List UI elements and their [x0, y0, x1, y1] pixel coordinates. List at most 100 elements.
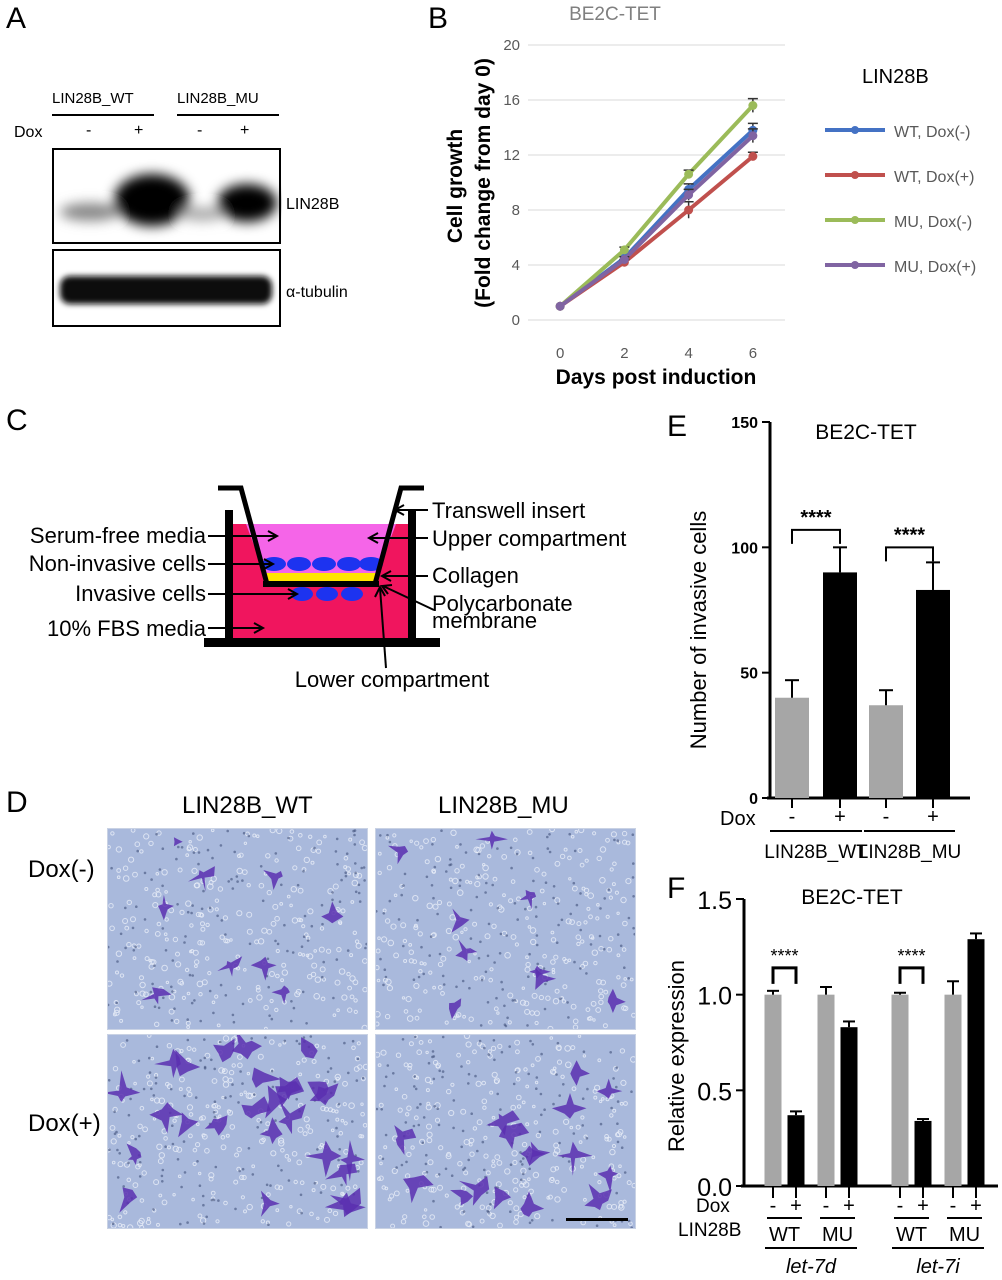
- membrane-pore: [341, 994, 348, 1001]
- membrane-pore: [259, 1138, 265, 1145]
- legend-entry: WT, Dox(-): [894, 124, 970, 141]
- stained-cell: [455, 939, 478, 962]
- membrane-dot: [153, 964, 156, 967]
- membrane-pore: [351, 879, 359, 887]
- membrane-dot: [345, 852, 349, 855]
- y-tick-label: 20: [503, 37, 520, 54]
- membrane-dot: [226, 829, 229, 833]
- membrane-dot: [301, 990, 305, 994]
- membrane-dot: [161, 1180, 164, 1183]
- membrane-dot: [559, 997, 562, 1000]
- membrane-dot: [487, 1053, 491, 1056]
- membrane-pore: [211, 1000, 216, 1005]
- membrane-pore: [314, 976, 322, 983]
- membrane-pore: [223, 938, 229, 944]
- membrane-pore: [568, 877, 572, 881]
- membrane-pore: [593, 1095, 598, 1100]
- membrane-pore: [424, 1076, 432, 1084]
- membrane-dot: [544, 881, 548, 884]
- membrane-pore: [234, 1152, 240, 1158]
- membrane-pore: [628, 1221, 633, 1227]
- significance-bracket: [771, 966, 798, 984]
- membrane-dot: [351, 1120, 354, 1123]
- membrane-dot: [234, 1207, 237, 1211]
- membrane-pore: [508, 898, 514, 904]
- membrane-pore: [278, 1137, 285, 1144]
- membrane-pore: [238, 852, 244, 858]
- membrane-pore: [580, 1115, 585, 1120]
- membrane-dot: [333, 1080, 337, 1083]
- membrane-dot: [347, 1071, 350, 1075]
- membrane-pore: [460, 1108, 467, 1115]
- membrane-pore: [400, 922, 407, 929]
- membrane-pore: [408, 949, 414, 955]
- membrane-dot: [363, 879, 366, 882]
- membrane-dot: [492, 1039, 496, 1042]
- membrane-pore: [412, 895, 419, 902]
- membrane-dot: [397, 918, 401, 921]
- membrane-pore: [550, 1068, 556, 1075]
- membrane-dot: [416, 1106, 419, 1109]
- membrane-pore: [423, 962, 427, 966]
- membrane-dot: [116, 960, 119, 963]
- membrane-dot: [212, 1110, 216, 1114]
- membrane-pore: [321, 1045, 326, 1050]
- label-non-invasive-cells: Non-invasive cells: [29, 551, 206, 576]
- membrane-pore: [570, 1003, 577, 1010]
- membrane-pore: [362, 1063, 367, 1071]
- membrane-pore: [523, 1000, 530, 1007]
- label-transwell-insert: Transwell insert: [432, 498, 585, 523]
- membrane-dot: [170, 1019, 174, 1022]
- membrane-pore: [417, 931, 423, 937]
- membrane-pore: [423, 838, 429, 845]
- membrane-dot: [440, 829, 443, 832]
- membrane-pore: [474, 881, 481, 888]
- membrane-dot: [510, 866, 513, 870]
- membrane-pore: [192, 1147, 198, 1153]
- membrane-pore: [525, 1122, 530, 1127]
- membrane-dot: [616, 1122, 619, 1125]
- membrane-pore: [362, 1123, 367, 1128]
- membrane-pore: [136, 1000, 142, 1006]
- membrane-dot: [192, 832, 195, 835]
- membrane-pore: [616, 1173, 622, 1179]
- membrane-pore: [475, 1080, 482, 1087]
- membrane-pore: [256, 994, 263, 1001]
- membrane-pore: [501, 854, 508, 860]
- membrane-pore: [554, 1179, 560, 1185]
- membrane-pore: [436, 899, 443, 906]
- membrane-pore: [562, 984, 568, 990]
- stained-cell: [321, 901, 344, 924]
- membrane-dot: [500, 980, 503, 984]
- membrane-pore: [476, 1119, 483, 1126]
- y-tick-label: 0.5: [697, 1078, 732, 1106]
- membrane-pore: [343, 1121, 348, 1126]
- membrane-dot: [487, 922, 491, 926]
- chart-b: BE2C-TET Cell growth (Fold change from d…: [444, 4, 976, 389]
- membrane-dot: [528, 1221, 532, 1225]
- membrane-pore: [426, 902, 433, 910]
- membrane-dot: [572, 1132, 576, 1135]
- membrane-pore: [424, 859, 430, 865]
- membrane-pore: [139, 990, 146, 997]
- membrane-pore: [565, 918, 572, 925]
- membrane-dot: [400, 893, 403, 897]
- group-label: LIN28B_WT: [764, 842, 868, 863]
- membrane-pore: [444, 1193, 449, 1198]
- membrane-dot: [555, 941, 559, 944]
- membrane-pore: [622, 1135, 627, 1139]
- membrane-dot: [149, 990, 153, 994]
- membrane-pore: [620, 896, 627, 904]
- membrane-pore: [236, 1146, 242, 1153]
- membrane-pore: [425, 1088, 430, 1093]
- membrane-dot: [450, 1174, 454, 1177]
- membrane-pore: [426, 1137, 433, 1144]
- membrane-pore: [318, 946, 325, 953]
- blot-label-lin28b: LIN28B: [286, 196, 340, 213]
- membrane-pore: [174, 1018, 180, 1025]
- membrane-pore: [426, 1101, 431, 1106]
- membrane-pore: [315, 848, 322, 854]
- membrane-dot: [344, 871, 347, 874]
- membrane-pore: [584, 892, 589, 897]
